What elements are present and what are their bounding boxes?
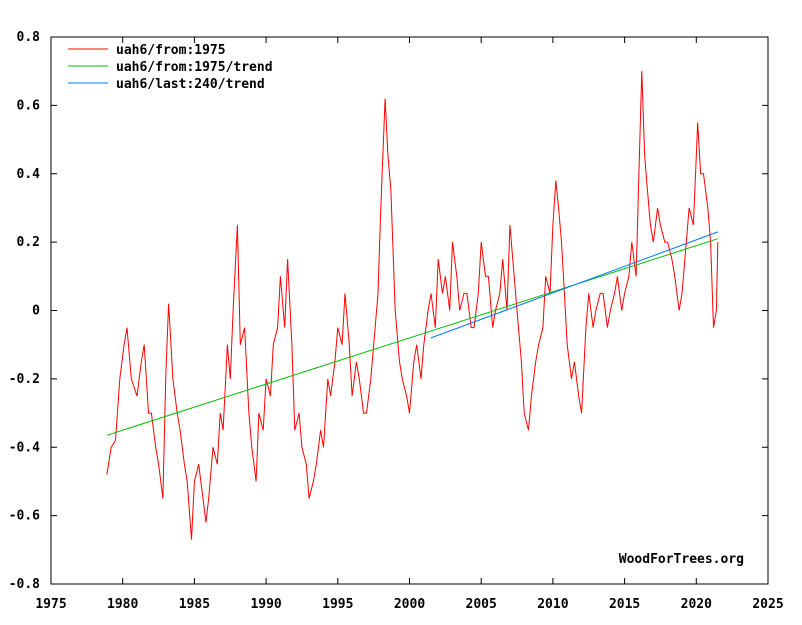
watermark: WoodForTrees.org [619, 552, 744, 567]
x-tick-label: 2010 [537, 597, 568, 612]
series-line-1 [106, 238, 718, 436]
legend-label: uah6/last:240/trend [116, 77, 265, 92]
legend-label: uah6/from:1975/trend [116, 60, 273, 75]
y-tick-label: 0.6 [17, 98, 41, 113]
x-tick-label: 2000 [394, 597, 425, 612]
y-tick-label: 0 [32, 304, 40, 319]
plot-area [50, 36, 769, 585]
x-tick-label: 2005 [466, 597, 497, 612]
y-tick-label: -0.2 [9, 372, 40, 387]
series-line-0 [106, 71, 719, 540]
x-tick-label: 1990 [250, 597, 281, 612]
y-tick-label: 0.8 [17, 30, 41, 45]
x-tick-label: 1980 [107, 597, 138, 612]
y-tick-label: 0.2 [17, 235, 40, 250]
series-line-2 [430, 231, 718, 339]
x-tick-label: 1995 [322, 597, 353, 612]
x-tick-label: 2025 [752, 597, 783, 612]
y-tick-label: -0.6 [9, 509, 40, 524]
x-tick-label: 2020 [681, 597, 712, 612]
legend-label: uah6/from:1975 [116, 43, 226, 58]
y-tick-label: -0.8 [9, 577, 40, 592]
x-tick-label: 2015 [609, 597, 640, 612]
y-tick-label: 0.4 [17, 167, 41, 182]
x-tick-label: 1985 [179, 597, 210, 612]
x-tick-label: 1975 [35, 597, 66, 612]
y-tick-label: -0.4 [9, 440, 40, 455]
